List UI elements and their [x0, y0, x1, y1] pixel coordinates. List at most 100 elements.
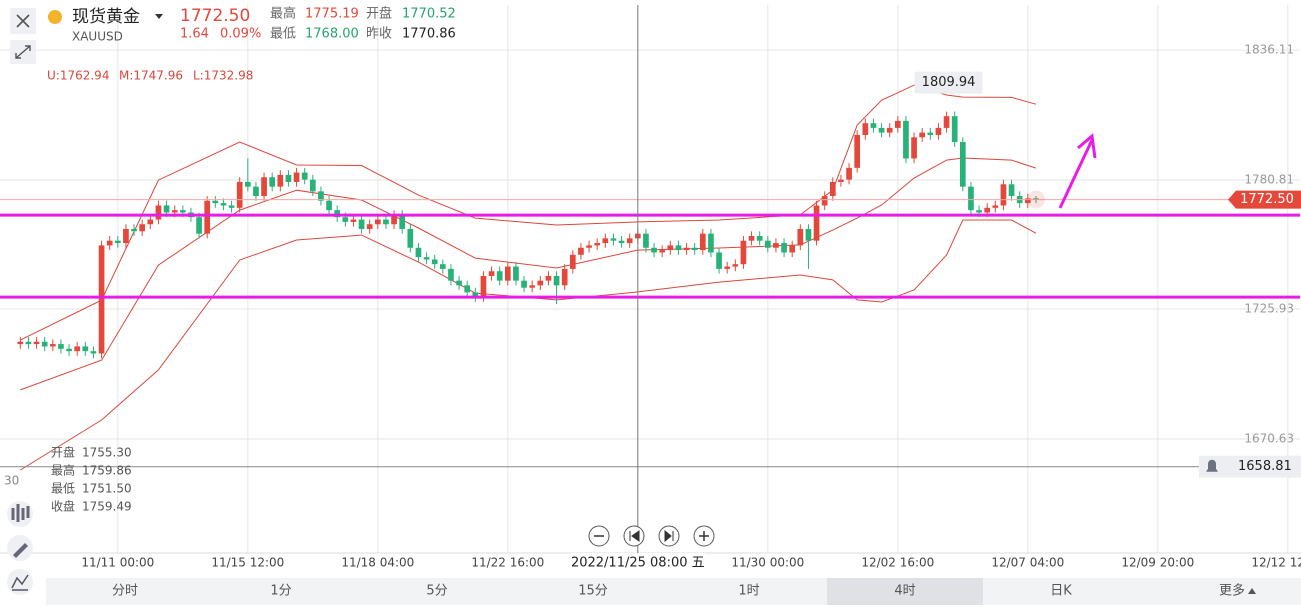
- candle-body: [253, 186, 259, 197]
- tooltip-label: 最低: [51, 482, 75, 496]
- candle-body: [691, 247, 698, 251]
- candle-body: [529, 285, 536, 288]
- candle-body: [675, 245, 682, 251]
- x-tick-label: 11/15 12:00: [211, 556, 284, 570]
- candle-body: [25, 341, 32, 345]
- candle-body: [33, 341, 40, 345]
- x-tick-label: 12/09 20:00: [1121, 556, 1194, 570]
- alert-label: 1658.81: [1238, 459, 1292, 474]
- tooltip-value: 1759.49: [82, 500, 132, 514]
- change: 1.64: [180, 27, 209, 42]
- candle-body: [98, 245, 105, 354]
- icon: [699, 531, 709, 541]
- candle-body: [748, 235, 755, 241]
- candle-body: [66, 348, 72, 352]
- candle-body: [626, 238, 633, 244]
- candle-body: [1000, 184, 1007, 206]
- candle-body: [293, 172, 300, 182]
- candle-body: [838, 179, 844, 182]
- stat-value: 1768.00: [305, 27, 359, 42]
- candle-body: [862, 123, 869, 135]
- candle-body: [374, 219, 381, 225]
- shrink-icon: [15, 45, 31, 59]
- alert-tag: [1199, 455, 1301, 478]
- tab-label[interactable]: 5分: [426, 584, 447, 599]
- candle-body: [407, 228, 414, 248]
- ohlc-tooltip: 开盘 1755.30 最高 1759.86 最低 1751.50 收盘 1759.49: [51, 445, 132, 514]
- x-tick-label: 11/18 04:00: [341, 556, 414, 570]
- tab-label[interactable]: 1分: [270, 584, 291, 599]
- candle-body: [179, 210, 186, 213]
- candle-body: [602, 238, 609, 244]
- last-price: 1772.50: [180, 6, 250, 26]
- candle-body: [903, 120, 909, 159]
- left-toolbar: 30: [4, 474, 33, 595]
- candle-body: [732, 264, 739, 267]
- candle-body: [74, 346, 81, 352]
- candle-body: [90, 351, 97, 354]
- candle-body: [439, 264, 446, 269]
- candle-body: [569, 254, 576, 269]
- candle-body: [821, 196, 828, 206]
- tab-arrow: [1248, 588, 1256, 594]
- max-label: 1809.94: [922, 75, 976, 90]
- indicator-label: M:1747.96: [119, 69, 183, 83]
- dropdown-icon[interactable]: [155, 14, 163, 19]
- side-label: 30: [4, 474, 19, 488]
- y-tick-label: 1780.81: [1244, 173, 1294, 187]
- candle-body: [667, 245, 674, 251]
- candle-body: [968, 186, 974, 211]
- candle-body: [789, 245, 796, 253]
- max-label-box: [914, 71, 983, 94]
- tab-label[interactable]: 1时: [738, 584, 759, 599]
- candle-body: [366, 224, 373, 229]
- tool-icon: [13, 543, 28, 558]
- stat-label: 最高: [270, 6, 296, 22]
- icon: [629, 530, 640, 542]
- tab-label[interactable]: 4时: [894, 584, 915, 599]
- tab-label[interactable]: 15分: [578, 584, 608, 599]
- candle-body: [708, 233, 714, 253]
- candle-body: [464, 285, 471, 293]
- candle-body: [976, 210, 982, 213]
- bell-icon[interactable]: [1206, 459, 1218, 472]
- candle-body: [82, 346, 89, 352]
- candle-body: [829, 181, 836, 197]
- tab-label[interactable]: 日K: [1050, 584, 1072, 599]
- tooltip-value: 1751.50: [82, 482, 132, 496]
- tab-label[interactable]: 分时: [112, 584, 138, 599]
- candle-body: [496, 271, 503, 281]
- candle-body: [894, 120, 901, 128]
- candle-body: [448, 268, 454, 281]
- tool-icon: [11, 574, 29, 591]
- candle-body: [456, 280, 462, 286]
- stat-value: 1775.19: [305, 7, 359, 22]
- candle-body: [41, 341, 48, 347]
- candle-body: [724, 266, 731, 269]
- crosshair-label: 2022/11/25 08:00 五: [571, 556, 705, 571]
- candle-body: [212, 200, 219, 204]
- candle-body: [878, 127, 885, 133]
- candle-body: [106, 240, 113, 246]
- candle-body: [521, 280, 527, 288]
- tab-label[interactable]: 更多: [1219, 583, 1245, 599]
- header: 现货黄金 XAUUSD 1772.50 1.64 0.09% 最高 1775.1…: [10, 6, 456, 83]
- drawn-arrow: [1058, 133, 1097, 209]
- candle-body: [594, 243, 601, 246]
- candle-body: [992, 205, 999, 208]
- tab-bar: [46, 578, 1301, 605]
- bollinger-lower: [20, 219, 1037, 471]
- candle-body: [699, 233, 706, 251]
- stat-value: 1770.52: [402, 7, 456, 22]
- y-tick-label: 1725.93: [1244, 302, 1294, 316]
- candle-body: [131, 228, 137, 232]
- candle-body: [318, 191, 324, 201]
- candle-body: [643, 233, 649, 248]
- tooltip-value: 1755.30: [82, 446, 132, 460]
- stat-value: 1770.86: [402, 27, 456, 42]
- candle-body: [951, 116, 958, 142]
- candle-body: [261, 177, 267, 197]
- candle-body: [196, 217, 202, 234]
- candle-body: [504, 266, 511, 281]
- candle-body: [423, 257, 430, 260]
